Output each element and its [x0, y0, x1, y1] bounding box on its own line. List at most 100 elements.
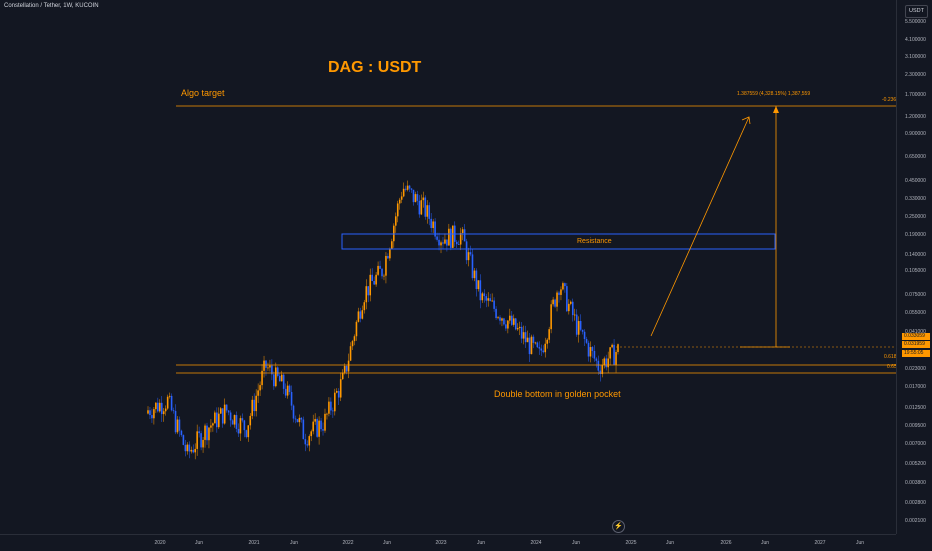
candle-body — [544, 343, 547, 353]
price-tick-label: 4.100000 — [905, 37, 926, 43]
candle-body — [489, 298, 491, 302]
candle-body — [459, 233, 462, 245]
measure-arrow-head — [773, 106, 779, 113]
candle-body — [571, 301, 574, 316]
price-tick-label: 5.500000 — [905, 19, 926, 25]
candle-body — [371, 274, 373, 281]
price-chart[interactable] — [0, 0, 896, 534]
candle-body — [243, 420, 246, 431]
lightning-icon[interactable]: ⚡ — [612, 520, 625, 533]
candle-body — [503, 318, 505, 325]
time-axis-label: Jun — [571, 540, 581, 546]
candle-body — [546, 339, 549, 344]
price-tick-label: 0.650000 — [905, 154, 926, 160]
candle-body — [542, 350, 545, 353]
candle-body — [536, 342, 539, 348]
candle-body — [326, 413, 328, 415]
candle-body — [282, 374, 285, 389]
price-tick-label: 1.200000 — [905, 114, 926, 120]
candle-body — [485, 296, 488, 301]
price-tick-label: 0.009500 — [905, 423, 926, 429]
time-axis-label: Jun — [194, 540, 204, 546]
price-scale[interactable] — [896, 0, 932, 534]
candle-body — [410, 188, 413, 190]
candle-body — [233, 415, 236, 425]
symbol-header[interactable]: Constellation / Tether, 1W, KUCOIN — [4, 3, 99, 9]
candle-body — [463, 229, 466, 242]
candle-body — [269, 365, 271, 368]
candle-body — [180, 430, 183, 436]
candle-body — [479, 280, 482, 301]
candle-body — [365, 286, 368, 303]
double-bottom-label: Double bottom in golden pocket — [494, 389, 621, 399]
candle-body — [186, 444, 189, 452]
time-axis-label: Jun — [855, 540, 865, 546]
candle-body — [192, 449, 195, 453]
candle-body — [347, 360, 350, 372]
candle-body — [361, 310, 364, 319]
candle-body — [375, 274, 377, 285]
candle-body — [436, 236, 438, 240]
candle-body — [296, 419, 299, 423]
candle-body — [595, 358, 598, 361]
candle-body — [452, 225, 454, 248]
candle-body — [265, 360, 267, 368]
candle-body — [556, 292, 558, 307]
candle-body — [253, 399, 255, 412]
candle-body — [330, 401, 332, 411]
resistance-box — [341, 233, 776, 250]
candle-body — [507, 320, 509, 329]
candle-body — [469, 252, 472, 255]
candle-body — [278, 375, 281, 382]
candle-body — [318, 420, 320, 437]
time-axis-label: 2020 — [154, 540, 166, 546]
candle-body — [562, 283, 564, 290]
candle-body — [239, 418, 242, 434]
time-axis[interactable] — [0, 534, 896, 551]
candle-body — [298, 417, 301, 423]
candle-body — [615, 351, 617, 365]
currency-badge[interactable]: USDT — [905, 5, 928, 18]
candle-body — [497, 317, 499, 319]
candle-body — [467, 252, 470, 261]
candle-body — [530, 336, 533, 355]
time-axis-label: 2025 — [625, 540, 637, 546]
price-tag: 19:55:05 — [902, 350, 930, 357]
candle-body — [422, 197, 425, 201]
candle-body — [404, 188, 407, 190]
price-tick-label: 0.055000 — [905, 310, 926, 316]
candle-body — [518, 326, 521, 329]
candle-body — [550, 304, 552, 330]
candle-body — [221, 408, 224, 424]
candle-body — [284, 388, 287, 396]
candle-body — [505, 324, 507, 329]
candle-body — [481, 293, 484, 301]
candle-body — [512, 318, 515, 325]
candle-body — [473, 270, 476, 279]
candle-body — [292, 405, 295, 419]
candle-body — [438, 239, 440, 246]
candle-body — [217, 413, 220, 428]
candle-body — [316, 419, 318, 437]
price-tick-label: 0.900000 — [905, 131, 926, 137]
candle-body — [538, 347, 541, 349]
candle-body — [465, 241, 468, 261]
candle-body — [359, 311, 362, 319]
candle-body — [247, 425, 250, 438]
candle-body — [593, 350, 596, 359]
candle-body — [548, 329, 550, 340]
candle-body — [475, 270, 478, 290]
candle-body — [526, 337, 529, 343]
candle-body — [389, 248, 391, 259]
candle-body — [310, 431, 313, 437]
candle-body — [259, 385, 261, 391]
candle-body — [267, 367, 269, 369]
candle-body — [575, 314, 578, 335]
time-axis-label: Jun — [289, 540, 299, 546]
time-axis-label: 2022 — [342, 540, 354, 546]
candle-body — [339, 379, 342, 398]
candle-body — [245, 430, 248, 438]
candle-body — [351, 341, 354, 347]
candle-body — [251, 399, 254, 416]
price-tick-label: 0.330000 — [905, 196, 926, 202]
